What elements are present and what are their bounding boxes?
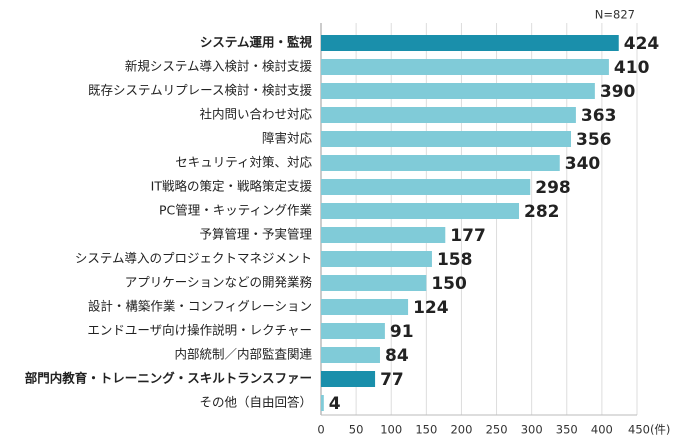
bar <box>321 323 385 339</box>
bar <box>321 275 427 291</box>
value-label: 390 <box>600 82 636 102</box>
bar <box>321 299 409 315</box>
x-tick-label: 100 <box>380 423 402 437</box>
value-label: 410 <box>614 58 650 78</box>
y-tick-label: セキュリティ対策、対応 <box>175 155 312 170</box>
x-tick-label: 200 <box>450 423 472 437</box>
x-tick-label: 0 <box>317 423 324 437</box>
y-tick-label: システム導入のプロジェクトマネジメント <box>75 251 312 266</box>
y-tick-label: その他（自由回答） <box>199 395 312 410</box>
y-tick-label: 既存システムリプレース検討・検討支援 <box>88 83 313 98</box>
y-tick-label: PC管理・キッティング作業 <box>159 203 313 218</box>
value-label: 77 <box>380 370 404 390</box>
note: N=827 <box>595 8 635 22</box>
value-label: 177 <box>450 226 486 246</box>
bar <box>321 227 446 243</box>
y-tick-label: IT戦略の策定・戦略策定支援 <box>151 179 313 194</box>
x-tick-label: 150 <box>415 423 437 437</box>
x-tick-label: 400 <box>591 423 613 437</box>
x-tick-label: 450(件) <box>628 423 670 437</box>
y-tick-label: システム運用・監視 <box>200 35 313 50</box>
value-label: 363 <box>581 106 617 126</box>
bar <box>321 107 576 123</box>
value-label: 124 <box>413 298 449 318</box>
bar <box>321 347 380 363</box>
value-label: 150 <box>431 274 467 294</box>
value-label: 340 <box>565 154 601 174</box>
y-tick-label: 社内問い合わせ対応 <box>199 107 312 122</box>
x-tick-label: 300 <box>521 423 543 437</box>
x-tick-label: 50 <box>349 423 364 437</box>
x-tick-label: 350 <box>556 423 578 437</box>
value-label: 4 <box>329 394 341 414</box>
bar <box>321 251 432 267</box>
value-label: 298 <box>535 178 571 198</box>
value-label: 158 <box>437 250 473 270</box>
bar <box>321 131 571 147</box>
value-label: 84 <box>385 346 409 366</box>
y-tick-label: 設計・構築作業・コンフィグレーション <box>88 299 312 314</box>
y-tick-label: エンドユーザ向け操作説明・レクチャー <box>87 323 312 338</box>
bar <box>321 83 595 99</box>
value-label: 424 <box>624 34 660 54</box>
value-label: 356 <box>576 130 612 150</box>
bar <box>321 371 376 387</box>
y-tick-label: アプリケーションなどの開発業務 <box>125 275 313 290</box>
value-label: 282 <box>524 202 560 222</box>
bar <box>321 203 520 219</box>
y-tick-label: 障害対応 <box>262 131 313 146</box>
value-label: 91 <box>390 322 414 342</box>
bar <box>321 179 531 195</box>
bar <box>321 59 609 75</box>
bar <box>321 395 324 411</box>
bar <box>321 35 619 51</box>
y-tick-label: 新規システム導入検討・検討支援 <box>125 59 313 74</box>
x-tick-label: 250 <box>486 423 508 437</box>
bar <box>321 155 560 171</box>
y-tick-label: 予算管理・予実管理 <box>199 227 312 242</box>
y-tick-label: 内部統制／内部監査関連 <box>174 347 312 362</box>
y-tick-label: 部門内教育・トレーニング・スキルトランスファー <box>25 371 312 386</box>
